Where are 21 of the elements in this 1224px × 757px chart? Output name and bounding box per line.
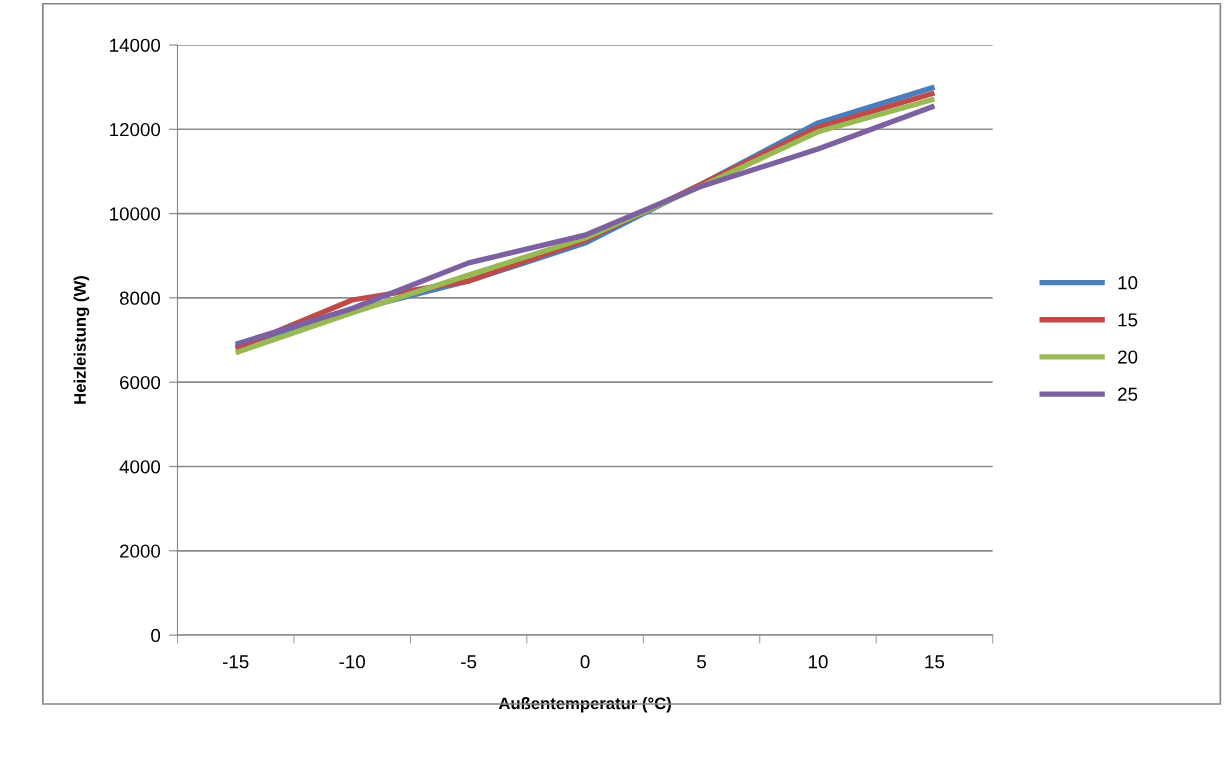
x-tick-label: 10 (808, 655, 828, 669)
y-tick-label: 4000 (119, 460, 161, 474)
y-tick-label: 2000 (120, 544, 161, 558)
y-tick-label: 6000 (120, 375, 161, 390)
x-tick-label: 5 (697, 655, 706, 669)
y-tick-label: 10000 (110, 207, 161, 221)
x-tick-label: -15 (222, 655, 249, 669)
y-tick-label: 12000 (110, 122, 161, 137)
legend-label: 20 (1118, 350, 1138, 364)
y-tick-label: 8000 (119, 291, 161, 305)
legend-label: 10 (1118, 276, 1138, 290)
y-tick-label: 14000 (110, 38, 161, 52)
y-axis-title: Heizleistung (W) (73, 276, 90, 404)
x-axis-title: Außentemperatur (°C) (498, 697, 671, 713)
x-tick-label: 15 (925, 655, 945, 669)
x-tick-label: -5 (461, 655, 477, 669)
x-tick-label: -10 (339, 655, 365, 669)
y-tick-label: 0 (151, 628, 161, 643)
legend-label: 15 (1118, 313, 1138, 327)
x-tick-label: 0 (580, 655, 590, 669)
legend-label: 25 (1118, 387, 1138, 401)
